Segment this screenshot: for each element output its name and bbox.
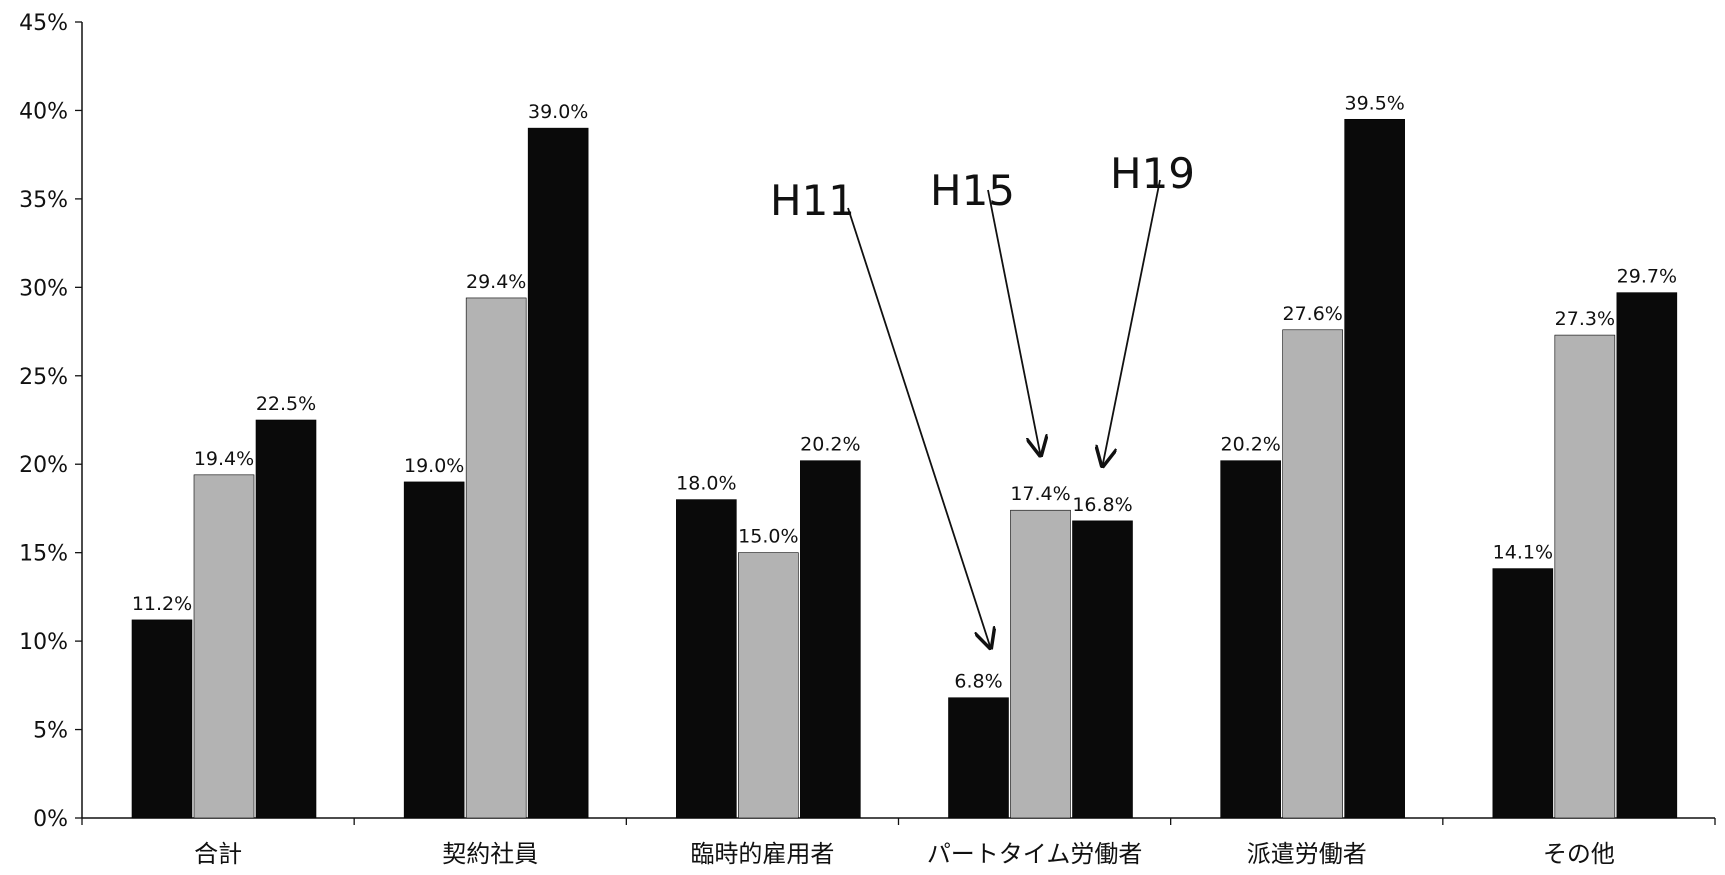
bar-h11-0 xyxy=(131,619,193,819)
data-label: 17.4% xyxy=(1010,483,1070,505)
bar-h15-4 xyxy=(1282,329,1343,819)
y-tick-label: 0% xyxy=(33,807,68,832)
data-label: 19.0% xyxy=(404,455,464,477)
annotation-arrow xyxy=(847,207,991,648)
y-tick-label: 5% xyxy=(33,719,68,744)
data-label: 6.8% xyxy=(954,671,1002,693)
data-label: 22.5% xyxy=(256,393,316,415)
bar-h19-1 xyxy=(527,127,589,819)
data-label: 29.7% xyxy=(1617,266,1677,288)
y-tick-label: 40% xyxy=(19,99,68,124)
data-label: 29.4% xyxy=(466,271,526,293)
bar-h19-5 xyxy=(1616,292,1678,819)
data-label: 39.5% xyxy=(1344,92,1404,114)
bar-h19-4 xyxy=(1344,118,1405,819)
bars xyxy=(131,118,1678,819)
y-tick-label: 20% xyxy=(19,453,68,478)
bar-h11-1 xyxy=(403,481,465,819)
y-tick-label: 15% xyxy=(19,542,68,567)
annotation-arrow xyxy=(987,189,1041,455)
data-label: 39.0% xyxy=(528,101,588,123)
y-tick-label: 45% xyxy=(19,11,68,36)
data-labels: 11.2% 19.0% 18.0% 6.8% 20.2% 14.1% 19.4% 29.4% 1… xyxy=(132,92,1677,692)
x-tick-label: 派遣労働者 xyxy=(1247,840,1367,868)
data-label: 11.2% xyxy=(132,593,192,615)
bar-h19-3 xyxy=(1072,520,1133,819)
data-label: 20.2% xyxy=(800,434,860,456)
data-label: 20.2% xyxy=(1220,434,1280,456)
x-tick-label: 契約社員 xyxy=(442,840,538,868)
bar-h15-5 xyxy=(1554,334,1616,819)
data-label: 27.6% xyxy=(1282,303,1342,325)
annotation-h11: H11 xyxy=(770,176,855,225)
data-label: 27.3% xyxy=(1555,308,1615,330)
bar-h11-5 xyxy=(1492,568,1554,819)
x-tick-label: その他 xyxy=(1543,840,1615,868)
annotation-arrow xyxy=(1103,179,1161,466)
data-label: 18.0% xyxy=(676,473,736,495)
y-tick-label: 10% xyxy=(19,630,68,655)
bar-h19-0 xyxy=(255,419,317,819)
bar-h15-1 xyxy=(465,297,527,819)
bar-h11-2 xyxy=(676,499,737,819)
bar-h15-0 xyxy=(193,474,255,819)
data-label: 16.8% xyxy=(1072,494,1132,516)
annotation-h15: H15 xyxy=(930,166,1015,215)
bar-h11-3 xyxy=(948,697,1009,819)
x-tick-label: 合計 xyxy=(194,840,242,868)
annotation-h19: H19 xyxy=(1110,149,1195,198)
y-axis: 0% 5% 10% 15% 20% 25% 30% 35% 40% 45% xyxy=(19,11,83,832)
bar-h15-2 xyxy=(738,552,799,819)
bar-h19-2 xyxy=(800,460,861,819)
annotations: H11 H15 H19 xyxy=(770,149,1195,648)
y-tick-label: 25% xyxy=(19,365,68,390)
y-tick-label: 30% xyxy=(19,276,68,301)
bar-h11-4 xyxy=(1220,460,1281,819)
y-tick-label: 35% xyxy=(19,188,68,213)
data-label: 19.4% xyxy=(194,448,254,470)
x-tick-label: パートタイム労働者 xyxy=(927,840,1143,868)
data-label: 15.0% xyxy=(738,526,798,548)
x-tick-label: 臨時的雇用者 xyxy=(690,840,834,868)
bar-h15-3 xyxy=(1010,509,1071,819)
data-label: 14.1% xyxy=(1493,542,1553,564)
x-axis: 合計 契約社員 臨時的雇用者 パートタイム労働者 派遣労働者 その他 xyxy=(81,817,1716,868)
